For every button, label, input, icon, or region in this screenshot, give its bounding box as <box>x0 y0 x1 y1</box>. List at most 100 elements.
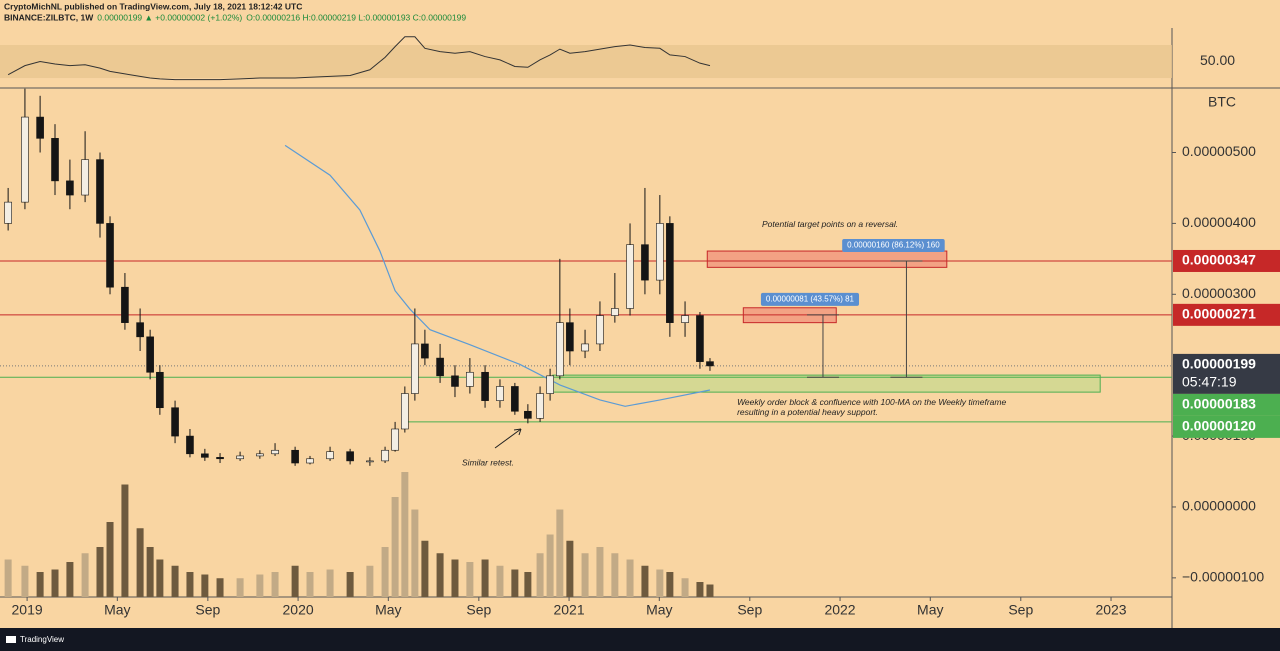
rsi-line <box>7 36 711 81</box>
price-label: 0.00000183 <box>1182 396 1256 412</box>
price-label-bg <box>1173 249 1280 272</box>
annotation: Weekly order block & confluence with 100… <box>737 397 1006 407</box>
retest-arrow <box>494 428 522 449</box>
retest-arrowhead <box>513 428 522 436</box>
y-tick-label: −0.00000100 <box>1182 569 1264 585</box>
candle-body <box>596 315 604 345</box>
volume-bar <box>656 569 664 597</box>
candle-body <box>306 458 314 464</box>
volume-bar <box>146 547 154 597</box>
volume-bar <box>326 569 334 597</box>
volume-bar <box>346 572 354 597</box>
candle-body <box>256 453 264 457</box>
x-tick-label: Sep <box>1008 602 1033 618</box>
candle-body <box>121 286 129 323</box>
candle-body <box>381 449 389 462</box>
measure-label-bg <box>760 292 860 306</box>
price-label-bg <box>1173 393 1280 416</box>
volume-bar <box>411 509 419 597</box>
volume-bar <box>641 565 649 597</box>
volume-bar <box>566 540 574 597</box>
candle-body <box>136 322 144 338</box>
x-tick-label: Sep <box>737 602 762 618</box>
x-tick-label: 2021 <box>553 602 584 618</box>
candle-body <box>391 428 399 451</box>
volume-bar <box>256 574 264 597</box>
volume-bar <box>36 572 44 597</box>
x-tick-label: May <box>646 602 672 618</box>
candle-body <box>4 201 12 224</box>
candle-body <box>171 407 179 437</box>
candle-body <box>556 322 564 377</box>
volume-bar <box>21 565 29 597</box>
candle-body <box>271 449 279 455</box>
volume-bar <box>291 565 299 597</box>
unit-label: BTC <box>1208 94 1236 110</box>
candle-body <box>656 223 664 281</box>
volume-bar <box>106 522 114 597</box>
volume-bar <box>171 565 179 597</box>
x-tick-label: May <box>917 602 943 618</box>
candle-body <box>186 435 194 455</box>
price-label: 0.00000271 <box>1182 306 1256 322</box>
volume-bar <box>681 578 689 597</box>
candle-body <box>536 393 544 419</box>
volume-bar <box>581 553 589 597</box>
x-tick-label: 2020 <box>283 602 314 618</box>
volume-bar <box>186 572 194 597</box>
volume-bar <box>524 572 532 597</box>
volume-bar <box>96 547 104 597</box>
volume-bar <box>696 582 704 597</box>
candle-body <box>156 371 164 409</box>
candle-body <box>326 451 334 460</box>
volume-bar <box>66 562 74 597</box>
price-label: 0.00000199 <box>1182 356 1256 372</box>
annotation: resulting in a potential heavy support. <box>737 407 878 417</box>
candle-body <box>581 343 589 352</box>
countdown: 05:47:19 <box>1182 374 1237 390</box>
annotation: Potential target points on a reversal. <box>762 219 898 229</box>
volume-bar <box>436 553 444 597</box>
candle-body <box>666 223 674 323</box>
zone <box>706 250 948 268</box>
volume-bar <box>381 547 389 597</box>
brand: TradingView <box>20 635 64 644</box>
x-tick-label: Sep <box>466 602 491 618</box>
candle-body <box>466 371 474 387</box>
candle-body <box>481 371 489 401</box>
volume-bar <box>401 472 409 597</box>
volume-bar <box>466 562 474 597</box>
measure-label: 0.00000160 (86.12%) 160 <box>847 241 940 250</box>
y-tick-label: 0.00000000 <box>1182 498 1256 514</box>
candle-body <box>681 315 689 323</box>
price-label-bg <box>1173 415 1280 438</box>
candle-body <box>421 343 429 359</box>
x-tick-label: 2019 <box>12 602 43 618</box>
candle-body <box>81 159 89 196</box>
volume-bar <box>596 547 604 597</box>
candle-body <box>291 449 299 464</box>
candle-body <box>451 375 459 387</box>
volume-bar <box>666 572 674 597</box>
rsi-tick-label: 50.00 <box>1200 52 1235 68</box>
candle-body <box>366 460 374 463</box>
volume-bar <box>136 528 144 597</box>
x-tick-label: 2023 <box>1095 602 1126 618</box>
candle-body <box>436 357 444 377</box>
candle-body <box>106 223 114 288</box>
measure-label-bg <box>842 238 945 252</box>
volume-bar <box>556 509 564 597</box>
x-tick-label: 2022 <box>824 602 855 618</box>
y-tick-label: 0.00000400 <box>1182 214 1256 230</box>
volume-bar <box>216 578 224 597</box>
candle-body <box>524 410 532 419</box>
volume-bar <box>271 572 279 597</box>
ohlc: O:0.00000216 H:0.00000219 L:0.00000193 C… <box>246 12 466 22</box>
volume-bar <box>481 559 489 597</box>
volume-bar <box>451 559 459 597</box>
symbol: BINANCE:ZILBTC, 1W <box>4 12 94 22</box>
volume-bar <box>496 565 504 597</box>
candle-body <box>201 453 209 458</box>
candle-body <box>411 343 419 394</box>
